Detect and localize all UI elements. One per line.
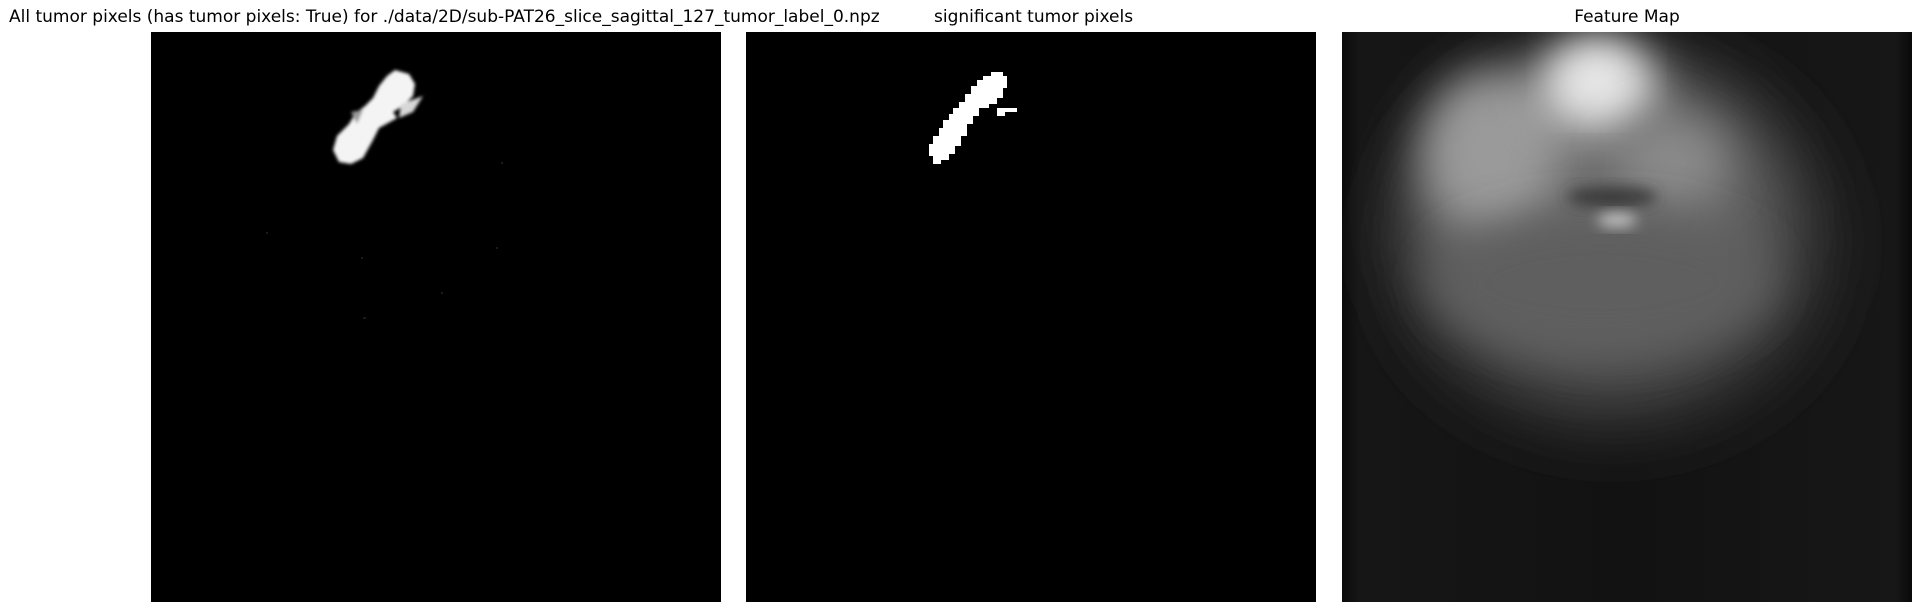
tumor-region (333, 70, 423, 164)
feature-map-image (1342, 32, 1912, 602)
panel-title-all-tumor-pixels: All tumor pixels (has tumor pixels: True… (9, 7, 880, 27)
noise-specks (266, 162, 503, 319)
significant-tumor-pixels-image (746, 32, 1316, 602)
activation-blobs (1407, 42, 1817, 417)
all-tumor-pixels-svg (151, 32, 721, 602)
significant-tumor-region (929, 72, 1017, 164)
feature-map-svg (1342, 32, 1912, 602)
panel-title-feature-map: Feature Map (1574, 7, 1680, 27)
significant-tumor-pixels-svg (746, 32, 1316, 602)
all-tumor-pixels-image (151, 32, 721, 602)
panel-title-significant-tumor-pixels: significant tumor pixels (934, 7, 1134, 27)
